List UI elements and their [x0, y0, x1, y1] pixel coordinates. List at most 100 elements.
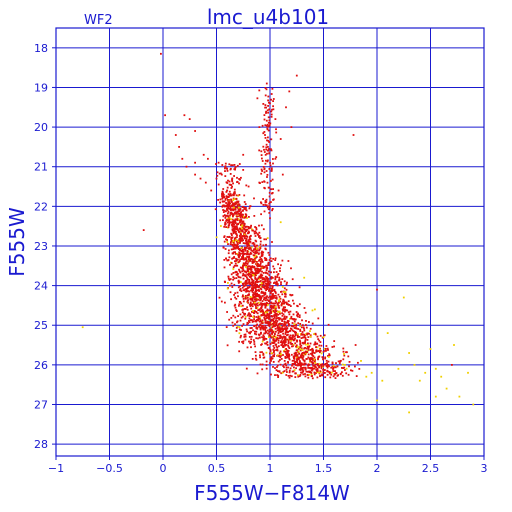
- data-point: [247, 260, 250, 263]
- data-point: [230, 248, 233, 251]
- data-point: [222, 192, 224, 195]
- data-point: [234, 260, 236, 263]
- data-point: [271, 318, 273, 321]
- data-point: [245, 258, 247, 261]
- data-point: [283, 287, 286, 290]
- data-point: [204, 181, 207, 184]
- data-point: [215, 236, 218, 239]
- data-point: [222, 219, 224, 221]
- data-point: [283, 363, 286, 366]
- data-point: [334, 377, 337, 379]
- data-point: [260, 258, 263, 260]
- data-point: [386, 332, 389, 334]
- data-point: [241, 215, 244, 218]
- data-point: [237, 280, 240, 283]
- data-point: [309, 330, 311, 332]
- data-point: [268, 206, 271, 209]
- data-point: [250, 335, 253, 338]
- data-point: [239, 209, 242, 211]
- data-point: [342, 358, 345, 361]
- data-point: [270, 148, 272, 151]
- data-point: [280, 353, 282, 356]
- data-point: [226, 311, 228, 313]
- data-point: [288, 347, 291, 349]
- data-point: [275, 296, 278, 299]
- data-point: [297, 347, 300, 350]
- data-point: [265, 289, 267, 291]
- data-point: [251, 250, 254, 252]
- data-point: [229, 193, 232, 195]
- data-point: [299, 323, 302, 325]
- data-point: [258, 259, 260, 262]
- data-point: [323, 347, 326, 350]
- data-point: [271, 178, 274, 181]
- data-point: [245, 253, 248, 256]
- data-point: [255, 290, 258, 293]
- data-point: [249, 241, 252, 243]
- data-point: [242, 294, 244, 297]
- data-point: [268, 202, 271, 205]
- data-point: [241, 222, 243, 225]
- data-point: [240, 281, 242, 283]
- data-point: [286, 338, 289, 341]
- data-point: [289, 334, 292, 337]
- data-point: [273, 315, 275, 317]
- data-point: [315, 346, 317, 349]
- data-point: [297, 362, 299, 365]
- data-point: [269, 350, 272, 352]
- data-point: [248, 281, 250, 283]
- data-point: [299, 362, 301, 365]
- data-point: [224, 197, 227, 200]
- data-point: [273, 347, 276, 349]
- data-point: [256, 283, 258, 286]
- data-point: [225, 195, 228, 197]
- data-point: [240, 233, 242, 236]
- x-tick-labels: −1 −0.5 0 0.5 1 1.5 2 2.5 3: [48, 462, 488, 475]
- data-point: [299, 348, 302, 351]
- data-point: [233, 239, 236, 242]
- data-point: [220, 300, 223, 303]
- data-point: [245, 247, 248, 249]
- data-point: [226, 344, 229, 347]
- data-point: [272, 361, 275, 363]
- data-point: [268, 290, 270, 292]
- data-point: [313, 373, 316, 376]
- data-point: [261, 253, 264, 256]
- data-point: [317, 350, 319, 353]
- data-point: [253, 296, 256, 298]
- data-point: [284, 306, 286, 309]
- data-point: [264, 124, 267, 127]
- data-point: [262, 353, 265, 356]
- data-point: [231, 179, 233, 181]
- data-point: [275, 343, 278, 346]
- data-point: [283, 302, 286, 305]
- data-point: [265, 204, 268, 207]
- data-point: [250, 249, 253, 252]
- data-point: [291, 278, 294, 281]
- data-point: [303, 351, 305, 354]
- data-point: [234, 225, 236, 228]
- data-point: [300, 344, 303, 347]
- data-point: [266, 311, 269, 314]
- data-point: [284, 309, 287, 312]
- data-point: [267, 116, 270, 119]
- data-point: [236, 252, 239, 255]
- data-point: [256, 289, 259, 292]
- data-point: [237, 223, 239, 226]
- data-point: [307, 344, 309, 346]
- data-point: [305, 352, 308, 355]
- data-point: [248, 303, 251, 306]
- data-point: [318, 348, 321, 351]
- data-point: [226, 241, 229, 243]
- data-point: [251, 287, 253, 290]
- data-point: [224, 175, 227, 177]
- data-point: [324, 369, 326, 371]
- data-point: [232, 182, 234, 185]
- data-point: [290, 126, 293, 128]
- data-point: [424, 371, 427, 374]
- data-point: [293, 357, 295, 359]
- data-point: [246, 314, 249, 317]
- data-point: [221, 195, 223, 197]
- data-point: [222, 193, 225, 196]
- data-point: [269, 284, 272, 287]
